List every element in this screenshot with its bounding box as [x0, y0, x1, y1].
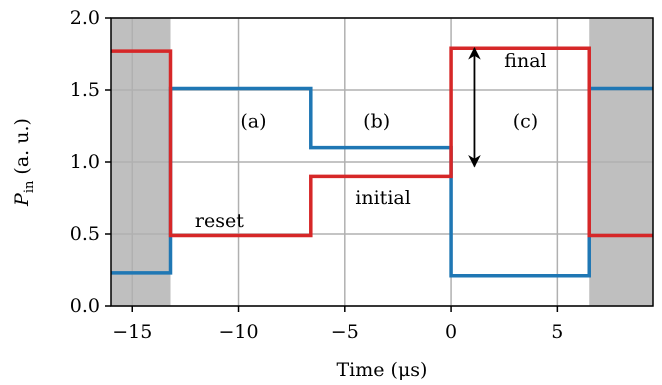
annotation-3: reset: [195, 210, 244, 232]
y-tick-label-3: 1.5: [70, 79, 100, 101]
y-axis-label-main: P: [11, 192, 33, 207]
y-axis-label-sub: in: [22, 180, 37, 193]
x-axis-label: Time (μs): [337, 359, 428, 381]
y-axis-label-suffix: (a. u.): [11, 118, 33, 181]
x-tick-label-1: −10: [218, 321, 258, 343]
annotation-0: (a): [240, 110, 266, 132]
plot-area: (a) (b) (c) reset initial final −15 −10 −5 0 5 0.0 0…: [70, 7, 654, 343]
y-tick-label-0: 0.0: [70, 295, 100, 317]
y-tick-label-2: 1.0: [70, 151, 100, 173]
series-line-1: [111, 46, 653, 238]
y-tick-label-1: 0.5: [70, 223, 100, 245]
x-tick-label-2: −5: [331, 321, 359, 343]
y-axis-label: Pin (a. u.): [11, 118, 37, 207]
annotation-2: (c): [513, 110, 538, 132]
annotation-5: final: [504, 50, 546, 72]
x-tick-label-0: −15: [112, 321, 152, 343]
y-tick-label-4: 2.0: [70, 7, 100, 29]
annotation-4: initial: [355, 187, 411, 209]
annotation-1: (b): [363, 110, 390, 132]
x-tick-label-3: 0: [445, 321, 457, 343]
x-tick-label-4: 5: [551, 321, 563, 343]
